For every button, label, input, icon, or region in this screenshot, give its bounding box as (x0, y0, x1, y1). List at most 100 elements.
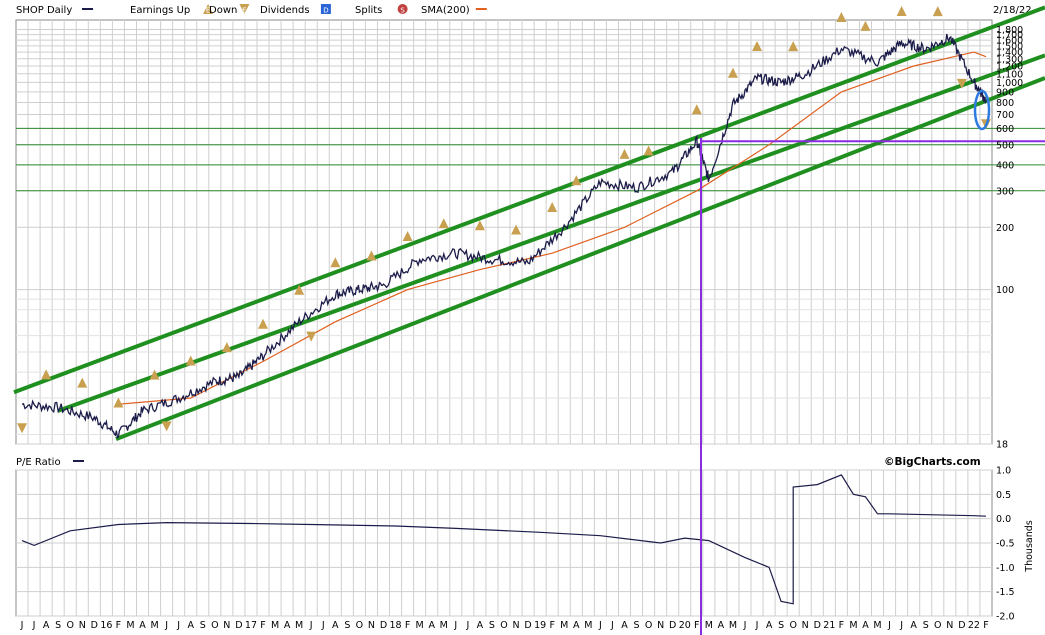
x-tick-label: O (645, 620, 652, 631)
pe-tick-label: -0.5 (996, 539, 1015, 550)
earnings-up-icon (149, 369, 160, 380)
x-tick-label: J (321, 620, 325, 631)
x-tick-label: A (139, 620, 146, 631)
y-tick-label: 1,600 (996, 36, 1023, 47)
x-tick-label: J (309, 620, 313, 631)
x-tick-label: D (235, 620, 242, 631)
earnings-triangle (221, 342, 232, 353)
x-tick-label: D (814, 620, 821, 631)
earnings-triangle (511, 224, 522, 235)
x-tick-label: A (428, 620, 435, 631)
earnings-up-icon (752, 40, 763, 51)
x-tick-label: A (187, 620, 194, 631)
x-tick-label: 20 (679, 620, 691, 631)
pe-tick-label: -1.0 (996, 563, 1015, 574)
x-tick-label: D (524, 620, 531, 631)
y-tick-label: 1,200 (996, 61, 1023, 72)
earnings-triangle (836, 11, 847, 22)
x-tick-label: D (958, 620, 965, 631)
earnings-up-icon (691, 104, 702, 115)
earnings-triangle (17, 423, 28, 434)
y-tick-label: 300 (996, 186, 1014, 197)
x-tick-label: S (55, 620, 61, 631)
channel-line (57, 53, 1045, 413)
earnings-up-icon (41, 369, 52, 380)
earnings-up-icon (258, 318, 269, 329)
symbol-label: SHOP Daily (16, 5, 72, 16)
channel-line (115, 76, 1045, 441)
earnings-up-icon (366, 250, 377, 261)
earnings-up-icon (643, 145, 654, 156)
pe-grid (16, 469, 992, 617)
x-tick-label: J (899, 620, 903, 631)
earnings-triangle (860, 20, 871, 31)
x-tick-label: M (873, 620, 881, 631)
x-tick-label: M (584, 620, 592, 631)
earnings-triangle (752, 40, 763, 51)
pe-tick-label: -2.0 (996, 612, 1015, 623)
x-tick-label: J (32, 620, 36, 631)
y-tick-label: 1,100 (996, 69, 1023, 80)
earnings-down-icon: E (239, 4, 250, 15)
x-tick-label: D (91, 620, 98, 631)
x-tick-label: 21 (823, 620, 835, 631)
x-tick-label: F (116, 620, 121, 631)
x-tick-label: N (657, 620, 664, 631)
x-tick-label: M (150, 620, 158, 631)
earnings-up-icon (438, 218, 449, 229)
legend-glyph: S (400, 7, 405, 15)
earnings-triangle (727, 67, 738, 78)
pe-title: P/E Ratio (16, 457, 61, 468)
y-tick-label: 400 (996, 160, 1014, 171)
x-tick-label: M (849, 620, 857, 631)
earnings-triangle (896, 5, 907, 16)
earnings-triangle (113, 397, 124, 408)
x-tick-label: F (405, 620, 410, 631)
earnings-up-icon (896, 5, 907, 16)
x-tick-label: A (910, 620, 917, 631)
earnings-up-icon (77, 377, 88, 388)
earnings-triangle (161, 421, 172, 432)
earnings-triangle (691, 104, 702, 115)
x-tick-label: A (573, 620, 580, 631)
earnings-triangle (438, 218, 449, 229)
x-tick-label: A (766, 620, 773, 631)
earnings-triangle (185, 355, 196, 366)
legend-label: Dividends (260, 5, 310, 16)
earnings-triangle (547, 202, 558, 213)
x-tick-label: J (743, 620, 747, 631)
y-tick-label: 1,000 (996, 78, 1023, 89)
x-tick-label: 19 (534, 620, 546, 631)
x-tick-label: J (610, 620, 614, 631)
x-tick-label: N (223, 620, 230, 631)
earnings-up-icon (727, 67, 738, 78)
x-tick-label: J (755, 620, 759, 631)
price-axis-ticks: 181002003004005006007008009001,0001,1001… (996, 25, 1023, 451)
dividend-icon: D (320, 4, 331, 15)
x-tick-label: M (295, 620, 303, 631)
x-tick-label: S (923, 620, 929, 631)
earnings-triangle (294, 284, 305, 295)
triangle-up-shape (203, 4, 214, 14)
circle-shape (397, 4, 408, 14)
x-tick-label: O (66, 620, 73, 631)
earnings-triangle (643, 145, 654, 156)
earnings-triangle (41, 369, 52, 380)
x-tick-label: A (621, 620, 628, 631)
y-tick-label: 1,400 (996, 48, 1023, 59)
y-tick-label: 200 (996, 223, 1014, 234)
earnings-triangle (932, 6, 943, 17)
earnings-up-icon (185, 355, 196, 366)
x-tick-label: A (477, 620, 484, 631)
earnings-triangle (258, 318, 269, 329)
y-tick-label: 700 (996, 110, 1014, 121)
y-tick-label: 800 (996, 98, 1014, 109)
trend-channels (13, 5, 1045, 441)
x-tick-label: M (126, 620, 134, 631)
earnings-up-icon (221, 342, 232, 353)
x-tick-label: J (164, 620, 168, 631)
y-tick-label: 600 (996, 124, 1014, 135)
sma200-series-line (118, 51, 987, 405)
x-tick-label: S (489, 620, 495, 631)
